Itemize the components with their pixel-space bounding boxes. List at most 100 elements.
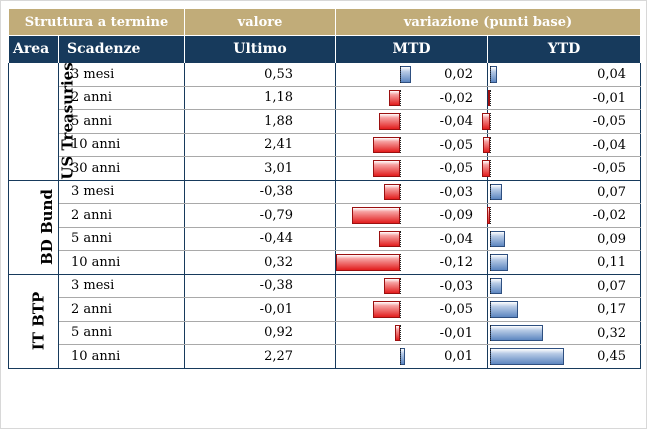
ytd-zero-axis: [490, 230, 492, 247]
table-body: US Treasuries 3 mesi 0,53 0,02 0,04 2 anni 1,1…: [8, 62, 642, 369]
area-label: BD Bund: [37, 189, 56, 265]
ytd-zero-axis: [490, 207, 492, 224]
last-value-cell: -0,44: [184, 227, 336, 251]
mtd-cell: -0,01: [335, 321, 488, 345]
ytd-cell: 0,07: [487, 274, 642, 298]
ytd-value: 0,45: [597, 349, 627, 364]
mtd-zero-axis: [400, 160, 402, 177]
mtd-bar: [389, 89, 400, 106]
ytd-bar-track: [488, 230, 566, 247]
header-row-columns: Area Scadenze Ultimo MTD YTD: [8, 35, 642, 63]
header-ytd: YTD: [487, 35, 642, 63]
ytd-bar: [490, 277, 502, 294]
mtd-bar-track: [336, 136, 414, 153]
ytd-cell: -0,05: [481, 156, 642, 181]
area-label: US Treasuries: [58, 62, 77, 180]
mtd-cell: -0,03: [335, 274, 488, 298]
mtd-cell: -0,05: [335, 133, 488, 157]
ytd-cell: -0,05: [481, 109, 642, 134]
ytd-zero-axis: [490, 183, 492, 200]
area-cell: US Treasuries: [8, 62, 77, 181]
ytd-bar-track: [488, 89, 566, 106]
mtd-zero-axis: [400, 89, 402, 106]
ytd-cell: 0,45: [487, 344, 642, 369]
mtd-value: -0,01: [439, 325, 474, 341]
mtd-cell: 0,01: [335, 344, 488, 369]
ytd-zero-axis: [490, 277, 492, 294]
mtd-zero-axis: [400, 277, 402, 294]
mtd-cell: -0,04: [335, 227, 488, 251]
mtd-zero-axis: [400, 348, 402, 365]
table-row: 5 anni 0,92 -0,01 0,32: [9, 321, 642, 345]
ytd-value: -0,05: [592, 161, 627, 176]
maturity-cell: 2 anni: [57, 203, 185, 228]
ytd-zero-axis: [490, 89, 492, 106]
mtd-bar: [378, 113, 400, 130]
area-label: IT BTP: [29, 291, 48, 351]
ytd-cell: 0,07: [487, 180, 642, 204]
ytd-bar: [490, 324, 543, 341]
maturity-cell: 3 mesi: [57, 180, 185, 204]
header-scadenze: Scadenze: [57, 35, 186, 63]
mtd-bar-track: [336, 160, 414, 177]
ytd-cell: 0,11: [487, 250, 642, 275]
mtd-bar-track: [336, 301, 414, 318]
last-value-cell: 0,32: [184, 250, 336, 275]
mtd-value: -0,05: [439, 302, 474, 317]
ytd-bar: [490, 230, 505, 247]
mtd-zero-axis: [400, 301, 402, 318]
last-value-cell: 1,88: [184, 109, 336, 134]
last-value-cell: -0,38: [184, 274, 336, 298]
last-value-cell: 2,27: [184, 344, 336, 369]
ytd-value: -0,05: [592, 114, 627, 129]
maturity-cell: 10 anni: [57, 344, 185, 369]
mtd-value: -0,02: [439, 90, 474, 106]
mtd-bar: [394, 324, 400, 341]
mtd-zero-axis: [400, 113, 402, 130]
mtd-bar-track: [336, 65, 414, 83]
ytd-bar-track: [486, 207, 566, 224]
ytd-value: 0,04: [597, 66, 627, 82]
area-cell: BD Bund: [8, 180, 59, 275]
ytd-bar-track: [481, 113, 566, 130]
ytd-bar: [481, 160, 491, 177]
last-value-cell: 1,18: [184, 86, 336, 110]
mtd-bar: [352, 207, 401, 224]
ytd-bar-track: [483, 136, 566, 153]
mtd-value: -0,05: [439, 161, 474, 176]
maturity-cell: 2 anni: [57, 86, 185, 110]
header-area: Area: [8, 35, 59, 63]
last-value-cell: 3,01: [184, 156, 336, 181]
table-row: 5 anni 1,88 -0,04 -0,05: [9, 109, 642, 134]
mtd-zero-axis: [400, 207, 402, 224]
mtd-bar: [378, 230, 400, 247]
table-row: 5 anni -0,44 -0,04 0,09: [9, 227, 642, 251]
ytd-bar-track: [488, 254, 566, 271]
mtd-bar-track: [336, 89, 414, 106]
ytd-value: 0,07: [597, 184, 627, 200]
mtd-value: -0,05: [439, 137, 474, 153]
ytd-bar-track: [488, 301, 566, 318]
maturity-cell: 3 mesi: [57, 274, 185, 298]
table-row: 10 anni 0,32 -0,12 0,11: [9, 250, 642, 275]
mtd-bar: [373, 160, 400, 177]
ytd-cell: -0,04: [483, 133, 642, 157]
maturity-cell: 10 anni: [57, 250, 185, 275]
mtd-zero-axis: [400, 65, 402, 83]
ytd-cell: 0,09: [487, 227, 642, 251]
ytd-bar: [490, 301, 518, 318]
ytd-cell: 0,17: [487, 297, 642, 322]
ytd-bar: [488, 89, 491, 106]
last-value-cell: 0,53: [184, 62, 336, 87]
ytd-value: 0,11: [597, 255, 627, 270]
maturity-cell: 10 anni: [57, 133, 185, 157]
mtd-cell: -0,05: [335, 297, 488, 322]
mtd-cell: -0,12: [335, 250, 488, 275]
ytd-cell: 0,32: [487, 321, 642, 345]
mtd-value: -0,12: [439, 255, 474, 270]
ytd-bar: [490, 254, 509, 271]
mtd-bar: [384, 277, 401, 294]
mtd-cell: 0,02: [335, 62, 488, 87]
maturity-cell: 30 anni: [57, 156, 185, 181]
ytd-zero-axis: [490, 113, 492, 130]
